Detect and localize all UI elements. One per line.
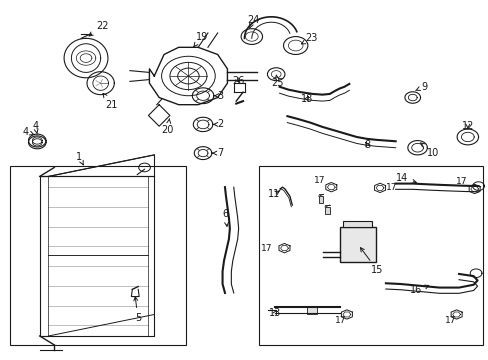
Text: 4: 4 xyxy=(23,127,34,136)
Text: 21: 21 xyxy=(103,93,118,110)
Text: 6: 6 xyxy=(222,209,228,226)
Text: 17: 17 xyxy=(385,183,397,192)
Text: 20: 20 xyxy=(161,119,174,135)
Text: 18: 18 xyxy=(300,94,312,104)
Text: 3: 3 xyxy=(214,91,224,101)
Text: 26: 26 xyxy=(232,76,244,86)
Text: 5: 5 xyxy=(134,297,141,323)
Text: 4: 4 xyxy=(32,121,39,134)
Text: 23: 23 xyxy=(301,33,317,44)
Bar xyxy=(343,221,371,226)
Bar xyxy=(40,176,48,336)
Text: 17: 17 xyxy=(261,244,272,253)
Bar xyxy=(318,196,323,203)
Text: 22: 22 xyxy=(89,21,108,36)
Text: 14: 14 xyxy=(395,173,415,183)
Text: 9: 9 xyxy=(415,82,426,92)
Text: 10: 10 xyxy=(420,143,439,158)
Text: 16: 16 xyxy=(409,285,428,296)
Text: 17: 17 xyxy=(444,316,455,325)
Text: 19: 19 xyxy=(193,32,207,47)
Text: 17: 17 xyxy=(335,316,346,325)
Text: 25: 25 xyxy=(271,75,283,88)
Text: 13: 13 xyxy=(268,309,281,318)
Text: 12: 12 xyxy=(461,121,473,131)
Text: 2: 2 xyxy=(213,120,224,129)
Text: 8: 8 xyxy=(363,140,369,150)
Text: 1: 1 xyxy=(76,152,83,165)
Text: 11: 11 xyxy=(267,189,280,199)
Text: 15: 15 xyxy=(360,248,383,275)
Bar xyxy=(148,176,154,336)
Bar xyxy=(325,207,329,214)
Bar xyxy=(40,176,154,336)
Bar xyxy=(10,166,185,345)
Bar xyxy=(339,226,375,262)
Text: 17: 17 xyxy=(313,176,325,185)
Text: 24: 24 xyxy=(246,15,259,28)
Bar xyxy=(259,166,483,345)
Bar xyxy=(306,306,316,315)
Text: 7: 7 xyxy=(212,148,224,158)
Text: 17: 17 xyxy=(455,177,467,186)
